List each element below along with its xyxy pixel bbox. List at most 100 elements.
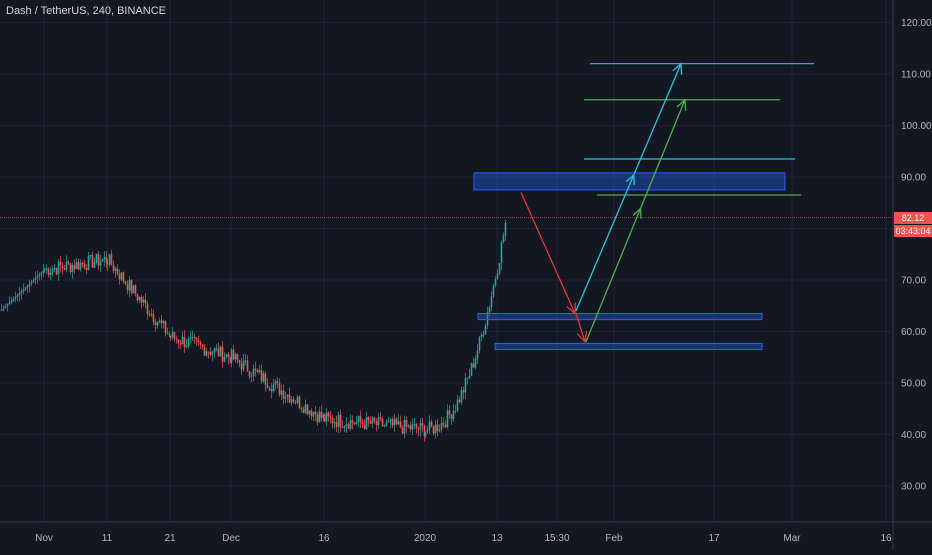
candle-body — [494, 278, 497, 286]
candle-body — [306, 404, 309, 415]
candle-body — [411, 424, 414, 430]
candle-body — [14, 296, 17, 299]
candle-body — [209, 351, 212, 355]
candle-body — [504, 223, 507, 236]
candle-body — [134, 285, 137, 295]
candle-body — [144, 299, 147, 304]
candle-body — [470, 363, 473, 376]
candle-body — [296, 396, 299, 403]
candle-body — [16, 294, 19, 297]
candle-body — [434, 424, 437, 434]
candle-body — [367, 417, 370, 422]
candle-body — [242, 360, 245, 370]
drop-arrow-to-lower-support[interactable] — [575, 313, 586, 342]
candle-body — [502, 235, 505, 243]
candle-body — [81, 262, 84, 264]
candle-body — [126, 283, 129, 291]
candle-body — [91, 254, 94, 268]
candle-body — [482, 334, 485, 336]
candle-body — [331, 417, 334, 424]
candle-body — [351, 420, 354, 423]
candle-body — [108, 254, 111, 265]
candle-body — [42, 270, 45, 273]
candle-body — [150, 314, 153, 316]
candle-body — [30, 281, 33, 284]
candle-body — [333, 422, 336, 424]
candle-body — [38, 274, 41, 277]
candle-body — [79, 262, 82, 270]
candle-body — [460, 390, 463, 403]
drop-arrow-to-upper-support[interactable] — [520, 192, 576, 314]
candle-body — [466, 378, 469, 380]
candle-body — [195, 338, 198, 340]
candle-body — [335, 422, 338, 427]
time-tick-label: 13 — [491, 533, 503, 544]
candle-body — [175, 338, 178, 340]
candle-body — [320, 411, 323, 418]
candle-body — [490, 296, 493, 308]
price-tick-label: 50.00 — [901, 379, 926, 390]
candle-body — [250, 375, 253, 377]
candle-body — [2, 308, 5, 310]
candle-body — [158, 320, 161, 323]
candle-body — [266, 384, 269, 389]
candle-body — [440, 422, 443, 430]
candle-body — [401, 427, 404, 434]
resistance-zone[interactable] — [473, 172, 786, 191]
candle-body — [162, 321, 165, 324]
candle-body — [160, 320, 163, 324]
candle-body — [381, 418, 384, 427]
candle-body — [325, 412, 328, 422]
candle-body — [189, 337, 192, 339]
support-zone-lower[interactable] — [494, 342, 763, 351]
candle-body — [136, 294, 139, 301]
candle-body — [446, 410, 449, 428]
candle-body — [353, 422, 356, 425]
rise-arrow-cyan[interactable] — [575, 63, 682, 312]
candle-body — [462, 390, 465, 393]
candle-body — [288, 394, 291, 403]
candle-body — [18, 293, 21, 295]
candle-body — [57, 261, 60, 275]
candle-body — [260, 370, 263, 382]
candle-body — [349, 420, 352, 429]
candle-body — [430, 421, 433, 427]
candle-body — [32, 280, 35, 282]
candle-body — [379, 417, 382, 419]
candle-body — [238, 359, 241, 364]
candle-body — [8, 302, 11, 305]
candle-body — [312, 412, 315, 417]
candle-body — [292, 399, 295, 403]
projection-arrows — [520, 62, 687, 344]
candle-body — [10, 300, 13, 303]
candle-body — [24, 287, 27, 290]
candle-body — [300, 408, 303, 410]
support-zone-upper[interactable] — [477, 312, 763, 321]
candle-body — [89, 254, 92, 256]
candle-body — [304, 404, 307, 413]
candle-body — [213, 348, 216, 353]
rise-arrow-green[interactable] — [585, 99, 686, 343]
candle-body — [120, 272, 123, 280]
candle-body — [166, 333, 169, 335]
candle-body — [323, 414, 326, 422]
candle-body — [49, 272, 52, 275]
time-axis: Nov 11 21 Dec 16 2020 13 15:30 Feb 17 Mar 16 — [0, 521, 932, 544]
candle-body — [201, 344, 204, 347]
candle-body — [164, 321, 167, 334]
candle-body — [114, 268, 117, 271]
candle-body — [95, 254, 98, 263]
candle-body — [248, 371, 251, 377]
candle-body — [128, 279, 131, 291]
candle-body — [316, 414, 319, 422]
candle-body — [468, 375, 471, 379]
candle-body — [67, 261, 70, 264]
candle-body — [173, 332, 176, 339]
candle-body — [294, 402, 297, 404]
candle-body — [264, 373, 267, 385]
time-tick-label: 11 — [102, 533, 113, 544]
candle-body — [347, 424, 350, 429]
candle-body — [472, 363, 475, 368]
